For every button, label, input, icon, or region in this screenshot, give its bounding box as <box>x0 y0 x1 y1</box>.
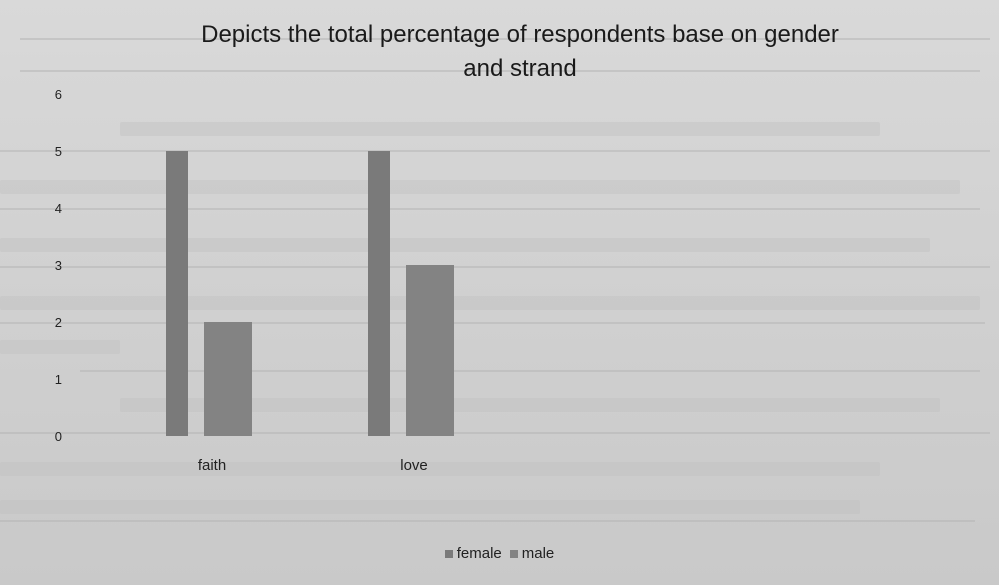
bar-female-faith <box>166 151 188 436</box>
y-tick-label: 4 <box>55 201 62 216</box>
x-category-label: love <box>400 457 428 474</box>
background-text-line <box>120 398 940 412</box>
bar-male-faith <box>204 322 252 436</box>
background-rule <box>80 370 980 372</box>
background-rule <box>0 432 990 434</box>
background-text-line <box>0 296 980 310</box>
bar-female-love <box>368 151 390 436</box>
y-tick-label: 2 <box>55 315 62 330</box>
x-category-label: faith <box>198 457 226 474</box>
chart-title-line-1: Depicts the total percentage of responde… <box>201 21 839 48</box>
background-rule <box>0 150 990 152</box>
bar-male-love <box>406 265 454 436</box>
background-text-line <box>0 238 930 252</box>
background-rule <box>0 322 985 324</box>
background-rule <box>0 208 980 210</box>
background-text-line <box>0 180 960 194</box>
background-rule <box>0 266 990 268</box>
background-rule <box>0 520 975 522</box>
legend-item-male: male <box>509 545 555 562</box>
chart-title-line-2: and strand <box>463 55 577 82</box>
background-text-line <box>0 500 860 514</box>
legend-item-female: female <box>444 545 502 562</box>
background-text-line <box>120 122 880 136</box>
y-tick-label: 6 <box>55 87 62 102</box>
chart-legend: female male <box>0 545 999 562</box>
legend-label: male <box>521 545 555 562</box>
y-tick-label: 5 <box>55 144 62 159</box>
chart-title: Depicts the total percentage of responde… <box>120 18 920 86</box>
background-rule <box>20 38 990 40</box>
background-text-line <box>0 462 880 476</box>
y-tick-label: 0 <box>55 429 62 444</box>
y-tick-label: 3 <box>55 258 62 273</box>
legend-swatch <box>444 550 453 559</box>
background-rule <box>20 70 980 72</box>
legend-swatch <box>509 550 518 559</box>
legend-label: female <box>456 545 502 562</box>
y-tick-label: 1 <box>55 372 62 387</box>
background-text-line <box>0 340 120 354</box>
